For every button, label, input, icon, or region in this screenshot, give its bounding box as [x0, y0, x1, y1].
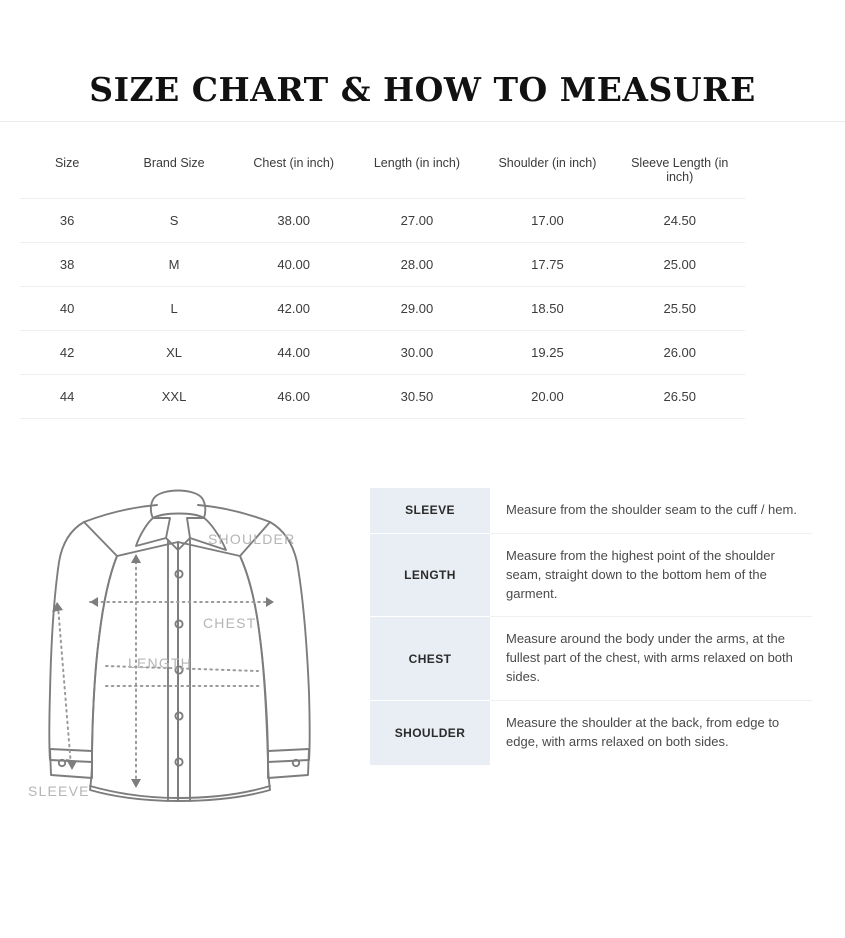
table-row: 36 S 38.00 27.00 17.00 24.50 — [20, 198, 745, 243]
cell-length: 29.00 — [353, 286, 481, 331]
guide-text-length: Measure from the highest point of the sh… — [490, 532, 812, 617]
column-header-brand-size: Brand Size — [143, 156, 205, 170]
cell-length: 30.00 — [353, 330, 481, 375]
chest-measure-line-upper — [105, 665, 259, 672]
diagram-label-length: LENGTH — [128, 655, 192, 671]
cell-size: 38 — [20, 242, 115, 287]
shirt-outline-icon — [48, 489, 311, 802]
cell-brand-size: XXL — [114, 374, 234, 419]
table-row: 38 M 40.00 28.00 17.75 25.00 — [20, 242, 745, 287]
cell-chest: 44.00 — [233, 330, 354, 375]
page-title: SIZE CHART & HOW TO MEASURE — [89, 70, 756, 109]
table-row: 42 XL 44.00 30.00 19.25 26.00 — [20, 330, 745, 375]
guide-label-shoulder: SHOULDER — [370, 699, 490, 765]
size-table: Size Brand Size Chest (in inch) Length (… — [20, 150, 745, 419]
guide-text-chest: Measure around the body under the arms, … — [490, 616, 812, 700]
cell-sleeve-length: 25.50 — [614, 286, 745, 331]
how-to-measure-panel: SLEEVE Measure from the shoulder seam to… — [370, 488, 812, 765]
cell-shoulder: 20.00 — [480, 374, 615, 419]
diagram-label-shoulder: SHOULDER — [208, 531, 295, 547]
cell-sleeve-length: 25.00 — [614, 242, 745, 287]
table-row: 40 L 42.00 29.00 18.50 25.50 — [20, 286, 745, 331]
diagram-label-sleeve: SLEEVE — [28, 783, 90, 799]
guide-row-shoulder: SHOULDER Measure the shoulder at the bac… — [370, 699, 812, 765]
cell-chest: 42.00 — [233, 286, 354, 331]
title-divider — [0, 121, 845, 122]
cell-shoulder: 17.00 — [480, 198, 615, 243]
guide-row-sleeve: SLEEVE Measure from the shoulder seam to… — [370, 488, 812, 533]
shirt-diagram: SHOULDER CHEST LENGTH SLEEVE — [18, 478, 360, 820]
cell-brand-size: XL — [114, 330, 234, 375]
cell-shoulder: 19.25 — [480, 330, 615, 375]
cell-brand-size: S — [114, 198, 234, 243]
guide-text-sleeve: Measure from the shoulder seam to the cu… — [506, 502, 797, 517]
cell-sleeve-length: 24.50 — [614, 198, 745, 243]
measure-arrowheads — [52, 554, 274, 788]
cell-length: 28.00 — [353, 242, 481, 287]
diagram-label-chest: CHEST — [203, 615, 256, 631]
column-header-chest: Chest (in inch) — [253, 156, 334, 170]
column-header-length: Length (in inch) — [373, 156, 461, 170]
cell-chest: 46.00 — [233, 374, 354, 419]
cell-size: 40 — [20, 286, 115, 331]
cell-sleeve-length: 26.50 — [614, 374, 745, 419]
cell-sleeve-length: 26.00 — [614, 330, 745, 375]
guide-label-chest: CHEST — [370, 616, 490, 700]
cell-size: 44 — [20, 374, 115, 419]
cell-chest: 40.00 — [233, 242, 354, 287]
column-header-sleeve-length: Sleeve Length (in inch) — [631, 156, 729, 184]
table-row: 44 XXL 46.00 30.50 20.00 26.50 — [20, 374, 745, 419]
cell-length: 30.50 — [353, 374, 481, 419]
cell-size: 36 — [20, 198, 115, 243]
column-header-shoulder: Shoulder (in inch) — [498, 156, 597, 170]
cell-brand-size: M — [114, 242, 234, 287]
cell-shoulder: 17.75 — [480, 242, 615, 287]
column-header-size: Size — [54, 156, 80, 170]
guide-label-length: LENGTH — [370, 532, 490, 617]
cell-brand-size: L — [114, 286, 234, 331]
guide-label-sleeve: SLEEVE — [370, 488, 490, 533]
sleeve-measure-line — [57, 605, 72, 767]
table-header-row: Size Brand Size Chest (in inch) Length (… — [20, 150, 745, 199]
measurement-section: SHOULDER CHEST LENGTH SLEEVE SLEEVE Meas… — [0, 478, 845, 823]
cell-shoulder: 18.50 — [480, 286, 615, 331]
cell-chest: 38.00 — [233, 198, 354, 243]
cell-size: 42 — [20, 330, 115, 375]
guide-row-chest: CHEST Measure around the body under the … — [370, 616, 812, 700]
guide-row-length: LENGTH Measure from the highest point of… — [370, 532, 812, 617]
guide-text-shoulder: Measure the shoulder at the back, from e… — [490, 699, 812, 765]
cell-length: 27.00 — [353, 198, 481, 243]
